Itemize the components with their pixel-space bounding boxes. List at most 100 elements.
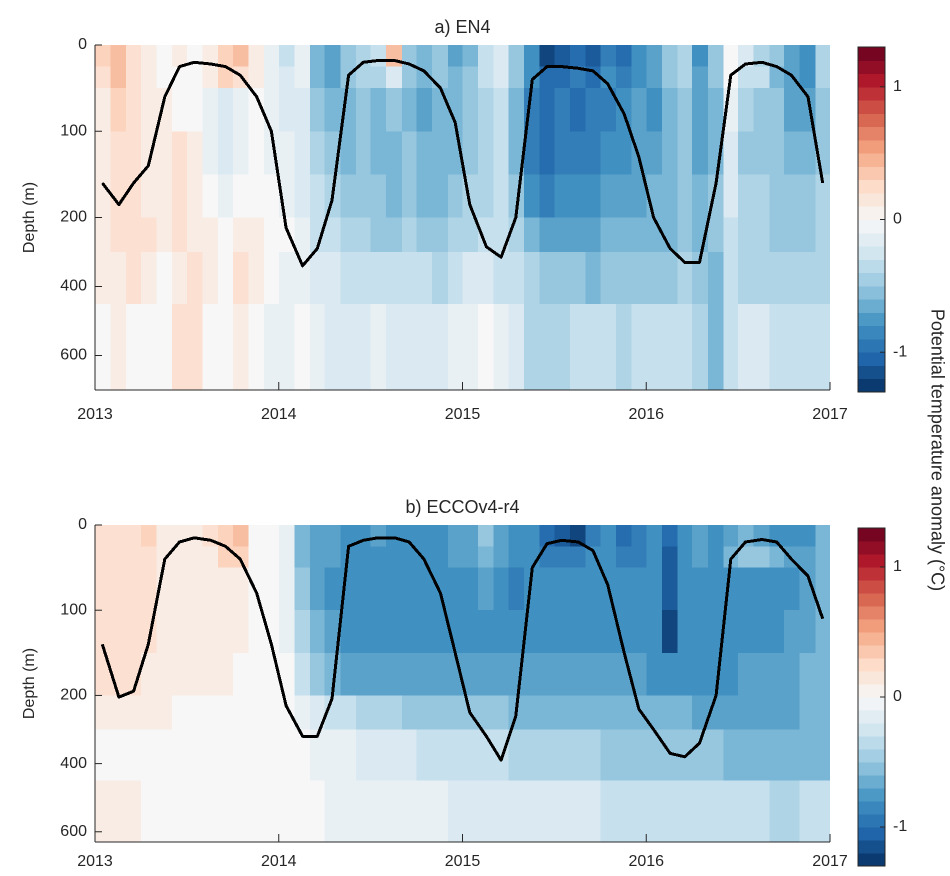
heatmap-cell	[202, 695, 219, 731]
heatmap-cell	[493, 252, 510, 305]
heatmap-cell	[493, 610, 510, 654]
heatmap-cell	[309, 610, 326, 654]
heatmap-cell	[248, 525, 265, 547]
heatmap-cell	[723, 695, 739, 731]
heatmap-cell	[585, 88, 601, 132]
heatmap-cell	[738, 174, 755, 219]
heatmap-cell	[186, 546, 204, 569]
heatmap-cell	[278, 546, 295, 569]
heatmap-cell	[156, 45, 173, 68]
heatmap-cell	[524, 695, 541, 731]
heatmap-cell	[95, 546, 112, 569]
heatmap-cell	[232, 131, 250, 175]
heatmap-cell	[324, 217, 341, 253]
heatmap-cell	[462, 652, 479, 697]
heatmap-cell	[478, 66, 495, 89]
colorbar-step	[858, 840, 885, 854]
heatmap-cell	[508, 567, 525, 611]
heatmap-cell	[386, 610, 403, 654]
heatmap-cell	[462, 567, 479, 611]
colorbar-step	[858, 541, 885, 555]
heatmap-cell	[661, 303, 679, 390]
heatmap-cell	[232, 303, 250, 390]
heatmap-cell	[677, 88, 693, 132]
heatmap-cell	[569, 217, 587, 253]
heatmap-cell	[769, 652, 785, 697]
heatmap-cell	[815, 652, 830, 697]
heatmap-cell	[432, 252, 449, 305]
heatmap-cell	[569, 252, 587, 305]
heatmap	[95, 525, 830, 842]
heatmap-cell	[462, 217, 479, 253]
heatmap-cell	[355, 131, 372, 175]
heatmap-cell	[646, 610, 663, 654]
heatmap-cell	[324, 525, 341, 547]
heatmap-cell	[631, 546, 647, 569]
heatmap-cell	[264, 729, 280, 782]
heatmap-cell	[264, 780, 280, 842]
colorbar-step	[858, 73, 885, 88]
heatmap-cell	[661, 610, 679, 654]
heatmap-cell	[723, 252, 739, 305]
heatmap-cell	[172, 780, 188, 842]
colorbar-step	[858, 312, 885, 327]
heatmap-cell	[264, 88, 280, 132]
heatmap-cell	[294, 546, 311, 569]
heatmap-cell	[416, 252, 433, 305]
heatmap-cell	[707, 610, 725, 654]
colorbar-tick-label: -1	[893, 343, 907, 360]
heatmap-cell	[248, 88, 265, 132]
heatmap-cell	[784, 610, 801, 654]
heatmap-cell	[692, 610, 709, 654]
heatmap-cell	[401, 652, 418, 697]
heatmap-cell	[202, 780, 219, 842]
heatmap-cell	[218, 174, 234, 219]
heatmap-cell	[355, 88, 372, 132]
heatmap-cell	[631, 780, 647, 842]
y-tick-label: 600	[60, 347, 87, 364]
heatmap-cell	[692, 546, 709, 569]
heatmap-cell	[600, 610, 617, 654]
heatmap-cell	[677, 131, 693, 175]
heatmap-cell	[539, 729, 555, 782]
heatmap-cell	[554, 252, 571, 305]
heatmap-cell	[355, 695, 372, 731]
colorbar-step	[858, 246, 885, 260]
heatmap-cell	[631, 652, 647, 697]
heatmap-cell	[784, 131, 801, 175]
heatmap-cell	[799, 780, 816, 842]
heatmap-cell	[355, 303, 372, 390]
heatmap-cell	[309, 303, 326, 390]
heatmap-cell	[646, 695, 663, 731]
heatmap-cell	[324, 88, 341, 132]
heatmap-cell	[386, 88, 403, 132]
heatmap-cell	[723, 131, 739, 175]
heatmap-cell	[324, 567, 341, 611]
heatmap-cell	[218, 88, 234, 132]
heatmap-cell	[585, 729, 601, 782]
heatmap-cell	[432, 131, 449, 175]
heatmap-cell	[218, 567, 234, 611]
heatmap-cell	[324, 45, 341, 68]
heatmap-cell	[232, 174, 250, 219]
heatmap-cell	[218, 45, 234, 68]
heatmap-cell	[218, 303, 234, 390]
heatmap-cell	[462, 66, 479, 89]
heatmap-cell	[769, 780, 785, 842]
heatmap-cell	[340, 729, 357, 782]
heatmap-cell	[769, 66, 785, 89]
heatmap-cell	[355, 174, 372, 219]
heatmap-cell	[554, 174, 571, 219]
heatmap-cell	[432, 695, 449, 731]
heatmap-cell	[631, 303, 647, 390]
heatmap-cell	[723, 652, 739, 697]
heatmap-cell	[723, 729, 739, 782]
heatmap-cell	[493, 66, 510, 89]
heatmap-cell	[631, 45, 647, 68]
heatmap-cell	[278, 131, 295, 175]
heatmap-cell	[738, 610, 755, 654]
heatmap-cell	[447, 729, 464, 782]
heatmap-cell	[462, 303, 479, 390]
heatmap-cell	[784, 217, 801, 253]
heatmap-cell	[585, 780, 601, 842]
